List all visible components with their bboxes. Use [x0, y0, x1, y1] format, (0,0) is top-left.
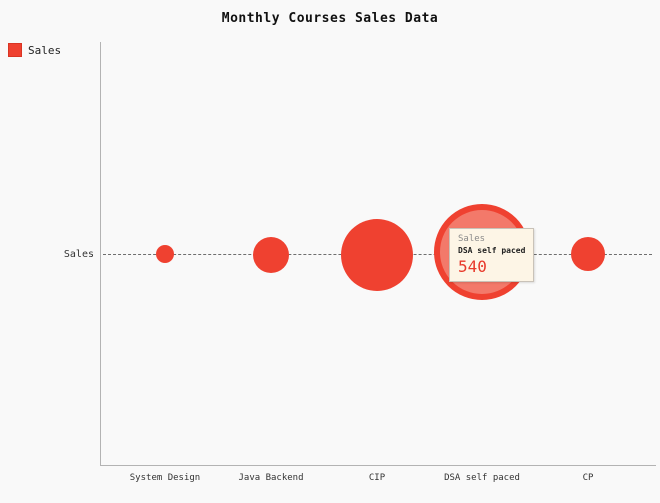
- tooltip: Sales DSA self paced 540: [449, 228, 535, 282]
- bubble-cip[interactable]: [341, 219, 413, 291]
- legend-swatch-icon[interactable]: [8, 43, 22, 57]
- x-label-cip: CIP: [368, 473, 386, 483]
- bubble-java-backend[interactable]: [253, 237, 289, 273]
- x-label-java-backend: Java Backend: [238, 473, 304, 483]
- y-axis-label: Sales: [63, 249, 94, 260]
- chart-title: Monthly Courses Sales Data: [221, 11, 439, 26]
- legend-label: Sales: [28, 43, 62, 57]
- legend-item-sales[interactable]: Sales: [8, 43, 61, 57]
- tooltip-series-label: Sales: [458, 234, 486, 244]
- tooltip-value: 540: [458, 257, 487, 276]
- x-label-cp: CP: [582, 473, 594, 483]
- bubble-cp[interactable]: [571, 237, 605, 271]
- x-label-dsa-self-paced: DSA self paced: [444, 473, 520, 483]
- tooltip-category-label: DSA self paced: [458, 246, 526, 255]
- bubble-system-design[interactable]: [156, 245, 174, 263]
- x-label-system-design: System Design: [129, 473, 201, 483]
